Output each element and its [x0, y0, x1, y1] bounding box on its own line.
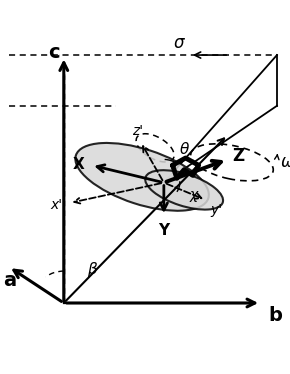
Text: X: X: [72, 157, 84, 172]
Text: a: a: [3, 271, 16, 290]
Text: $\chi$: $\chi$: [189, 189, 200, 204]
Text: $\beta$: $\beta$: [87, 260, 98, 279]
Text: Y: Y: [158, 223, 169, 238]
Text: $\sigma$: $\sigma$: [173, 34, 186, 52]
Text: $\omega$: $\omega$: [280, 153, 290, 171]
Text: $\theta$: $\theta$: [179, 141, 190, 157]
Text: z': z': [132, 124, 143, 138]
Ellipse shape: [145, 170, 223, 209]
Text: b: b: [268, 306, 282, 325]
Text: Z: Z: [232, 147, 244, 165]
Text: y': y': [210, 203, 222, 217]
Ellipse shape: [75, 143, 209, 211]
Text: x': x': [50, 198, 62, 212]
Text: c: c: [48, 43, 59, 62]
